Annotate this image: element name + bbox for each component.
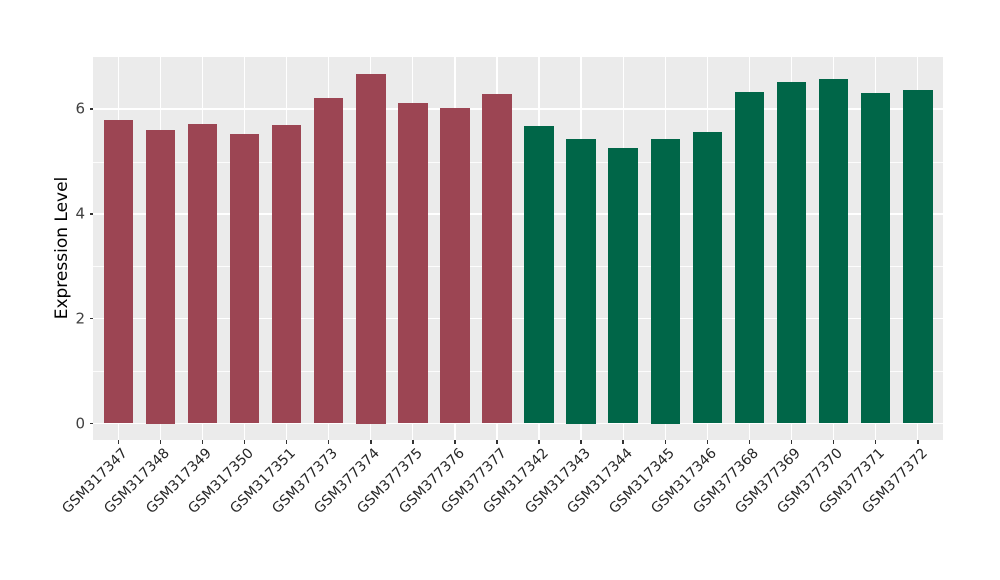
x-tick-mark — [664, 440, 666, 444]
y-tick-mark — [89, 108, 93, 110]
x-tick-mark — [454, 440, 456, 444]
bar — [903, 90, 933, 424]
x-tick-mark — [370, 440, 372, 444]
x-tick-mark — [580, 440, 582, 444]
bar — [145, 129, 176, 424]
bar — [524, 126, 554, 424]
bar — [229, 133, 260, 424]
bar — [313, 98, 344, 424]
y-tick-label: 6 — [75, 99, 85, 118]
x-tick-mark — [285, 440, 288, 444]
bar — [776, 81, 807, 424]
x-tick-mark — [917, 440, 919, 444]
x-tick-mark — [748, 440, 751, 444]
y-tick-mark — [89, 422, 93, 425]
y-tick-label: 2 — [75, 309, 85, 328]
x-tick-mark — [117, 440, 119, 444]
bar — [440, 108, 470, 424]
x-tick-mark — [243, 440, 246, 444]
y-tick-label: 4 — [75, 204, 85, 223]
bar — [608, 147, 638, 424]
gridline-y-minor — [93, 371, 943, 372]
bar — [482, 94, 512, 424]
x-tick-mark — [790, 440, 793, 444]
bar — [103, 120, 133, 424]
bar — [187, 124, 218, 424]
gridline-y-minor — [93, 266, 943, 268]
bar — [398, 102, 428, 424]
x-tick-mark — [622, 440, 624, 444]
x-tick-mark — [874, 440, 877, 444]
x-tick-mark — [706, 440, 709, 444]
x-tick-mark — [327, 440, 330, 444]
bar — [860, 92, 891, 424]
bar — [734, 92, 765, 424]
gridline-y-major — [93, 108, 943, 110]
gridline-y-major — [93, 422, 943, 425]
bar — [650, 139, 680, 424]
x-tick-mark — [538, 440, 540, 444]
x-tick-mark — [159, 440, 162, 444]
gridline-y-major — [93, 317, 943, 320]
x-tick-mark — [832, 440, 835, 444]
x-tick-mark — [412, 440, 414, 444]
bar — [271, 125, 302, 424]
y-axis-title: Expression Level — [52, 176, 72, 320]
bar — [692, 131, 723, 424]
gridline-y-major — [93, 213, 943, 215]
bar — [356, 73, 386, 424]
gridline-y-minor — [93, 161, 943, 163]
bar — [818, 79, 849, 424]
x-tick-mark — [496, 440, 498, 444]
x-tick-mark — [201, 440, 204, 444]
bar — [566, 139, 596, 424]
y-tick-mark — [89, 317, 93, 320]
plot-panel — [93, 57, 943, 440]
y-tick-label: 0 — [75, 414, 85, 432]
y-tick-mark — [89, 213, 93, 215]
